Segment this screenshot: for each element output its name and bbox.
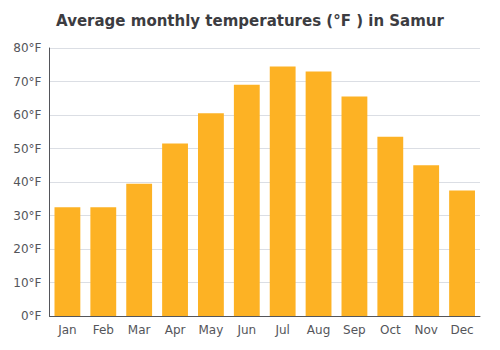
svg-text:May: May	[199, 323, 224, 337]
svg-text:Jul: Jul	[274, 323, 289, 337]
svg-text:60°F: 60°F	[13, 108, 41, 122]
svg-text:70°F: 70°F	[13, 75, 41, 89]
svg-text:Sep: Sep	[343, 323, 366, 337]
svg-text:Average monthly temperatures (: Average monthly temperatures (°F ) in Sa…	[56, 12, 444, 30]
svg-text:Jun: Jun	[236, 323, 256, 337]
svg-text:40°F: 40°F	[13, 175, 41, 189]
svg-text:80°F: 80°F	[13, 41, 41, 55]
svg-text:Dec: Dec	[450, 323, 473, 337]
svg-text:20°F: 20°F	[13, 242, 41, 256]
svg-text:Oct: Oct	[380, 323, 401, 337]
svg-text:30°F: 30°F	[13, 209, 41, 223]
svg-text:Apr: Apr	[165, 323, 186, 337]
svg-text:Aug: Aug	[307, 323, 330, 337]
svg-text:0°F: 0°F	[21, 309, 42, 323]
svg-text:Mar: Mar	[128, 323, 151, 337]
svg-text:Feb: Feb	[93, 323, 114, 337]
svg-text:10°F: 10°F	[13, 276, 41, 290]
svg-text:50°F: 50°F	[13, 142, 41, 156]
svg-text:Jan: Jan	[57, 323, 77, 337]
svg-text:Nov: Nov	[414, 323, 437, 337]
